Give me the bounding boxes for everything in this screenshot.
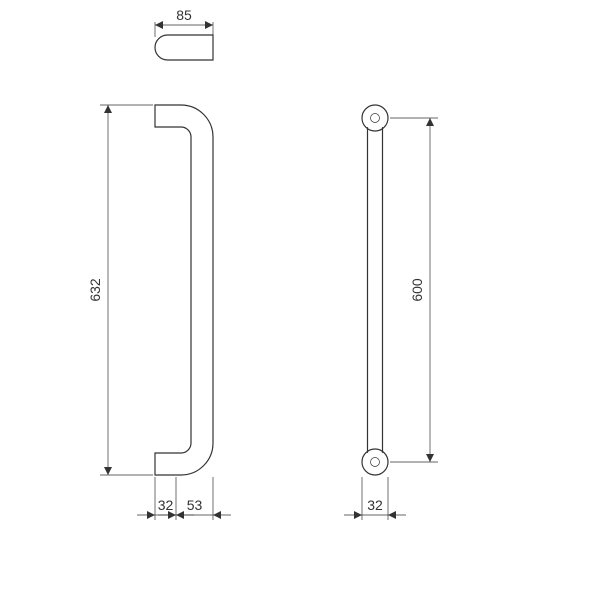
- svg-text:85: 85: [176, 7, 192, 23]
- front-view: [362, 105, 388, 475]
- svg-text:600: 600: [409, 278, 425, 302]
- svg-text:32: 32: [158, 497, 174, 513]
- top-view: [155, 35, 213, 60]
- svg-text:53: 53: [187, 497, 203, 513]
- side-view: [155, 105, 213, 475]
- svg-text:632: 632: [87, 278, 103, 302]
- svg-text:32: 32: [367, 497, 383, 513]
